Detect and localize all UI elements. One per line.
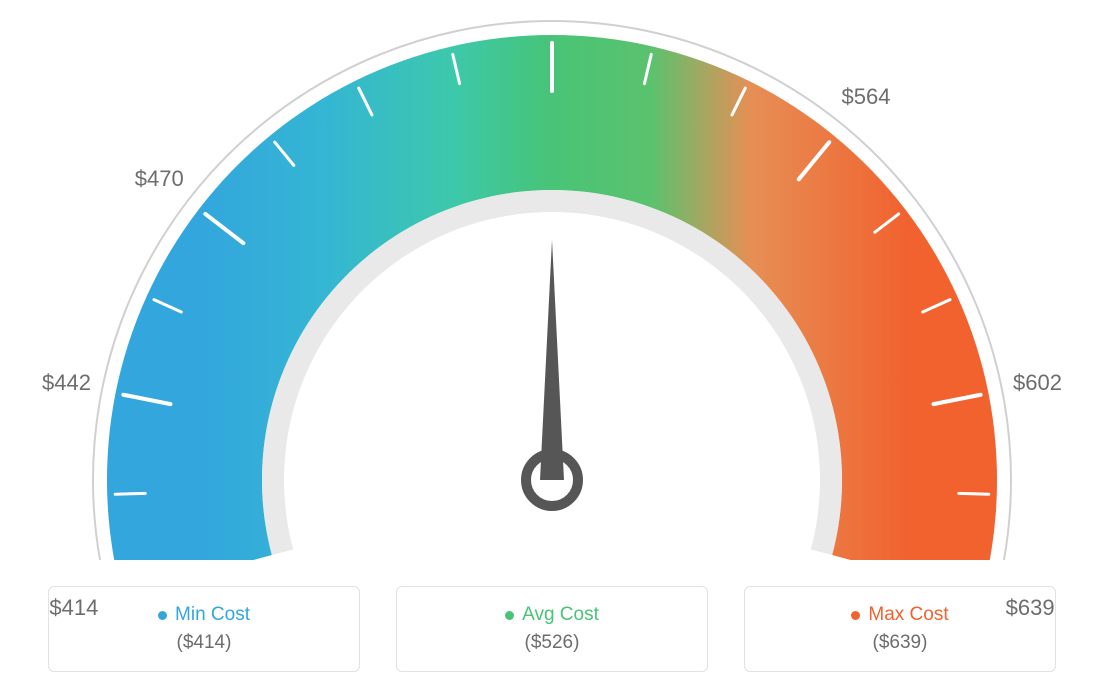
gauge-tick-label: $564 <box>842 84 891 110</box>
legend-label-max: Max Cost <box>868 604 948 626</box>
dot-icon <box>505 611 514 620</box>
dot-icon <box>158 611 167 620</box>
legend-label-avg: Avg Cost <box>522 604 599 626</box>
gauge-area: $414$442$470$526$564$602$639 <box>0 0 1104 560</box>
legend-value-max: ($639) <box>873 632 928 654</box>
gauge-tick-label: $470 <box>135 166 184 192</box>
gauge-svg <box>0 0 1104 560</box>
cost-gauge-chart: $414$442$470$526$564$602$639 Min Cost ($… <box>0 0 1104 690</box>
gauge-tick-label: $442 <box>42 370 91 396</box>
legend-value-min: ($414) <box>177 632 232 654</box>
dot-icon <box>851 611 860 620</box>
gauge-tick-label: $602 <box>1013 370 1062 396</box>
legend-card-avg: Avg Cost ($526) <box>396 586 708 672</box>
legend-value-avg: ($526) <box>525 632 580 654</box>
legend-row: Min Cost ($414) Avg Cost ($526) Max Cost… <box>0 586 1104 672</box>
legend-label-min: Min Cost <box>175 604 250 626</box>
legend-card-min: Min Cost ($414) <box>48 586 360 672</box>
legend-card-max: Max Cost ($639) <box>744 586 1056 672</box>
